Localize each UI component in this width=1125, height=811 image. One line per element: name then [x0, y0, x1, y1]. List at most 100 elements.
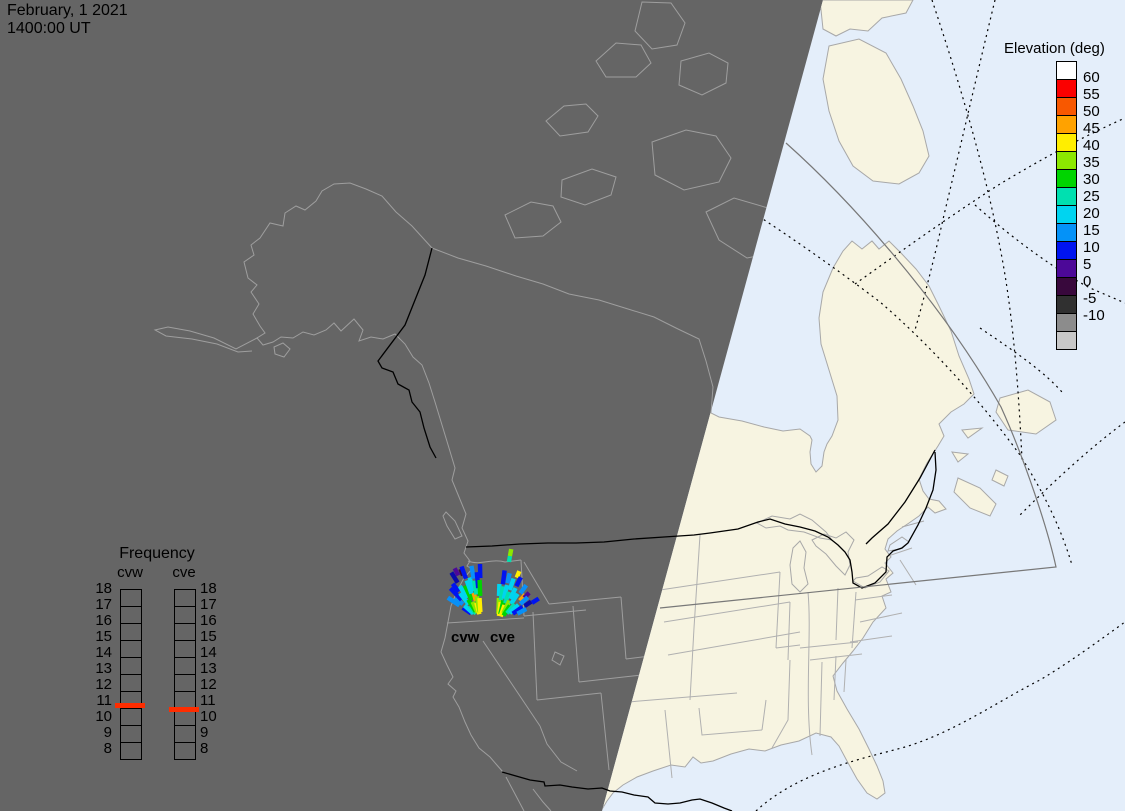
- date-text: February, 1 2021: [7, 2, 128, 19]
- colorbar-cell: [1056, 295, 1077, 314]
- beam-segment: [453, 596, 465, 606]
- elevation-legend-title: Elevation (deg): [1004, 40, 1105, 57]
- frequency-bar-cell: [120, 708, 142, 726]
- beam-segment: [507, 548, 514, 557]
- elevation-tick: 40: [1083, 137, 1100, 154]
- beam-segment: [508, 587, 518, 600]
- colorbar-cell: [1056, 115, 1077, 134]
- frequency-tick: 11: [96, 692, 112, 709]
- beam-segment: [516, 607, 528, 616]
- colorbar-cell: [1056, 313, 1077, 332]
- elevation-tick: 15: [1083, 222, 1100, 239]
- frequency-tick: 12: [95, 676, 112, 693]
- beam-segment: [503, 591, 512, 604]
- frequency-tick: 10: [200, 708, 217, 725]
- arctic-island-day: [819, 0, 914, 37]
- beam-segment: [457, 584, 470, 600]
- frequency-bar-cell: [174, 606, 196, 624]
- beam-segment: [506, 555, 513, 563]
- radar-label-cve: cve: [490, 629, 516, 646]
- colorbar-cell: [1056, 205, 1077, 224]
- frequency-tick: 10: [95, 708, 112, 725]
- frequency-tick: 14: [200, 644, 217, 661]
- elevation-colorbar: [1056, 61, 1077, 350]
- frequency-tick: 18: [95, 580, 112, 597]
- beam-segment: [508, 603, 520, 615]
- beam-segment: [511, 605, 524, 616]
- frequency-tick: 14: [95, 644, 112, 661]
- frequency-bar-cell: [120, 742, 142, 760]
- elevation-tick: 25: [1083, 188, 1100, 205]
- colorbar-cell: [1056, 97, 1077, 116]
- beam-segment: [505, 602, 517, 615]
- elevation-tick: 45: [1083, 120, 1100, 137]
- elevation-beam-fan: [446, 548, 540, 618]
- beam-segment: [450, 582, 461, 593]
- radar-fov-boundary: [659, 142, 1057, 609]
- beam-segment: [501, 584, 510, 600]
- frequency-bar-cell: [174, 657, 196, 675]
- colorbar-cell: [1056, 169, 1077, 188]
- beam-segment: [501, 599, 512, 615]
- frequency-bar: [174, 589, 196, 760]
- beam-segment: [518, 583, 528, 595]
- frequency-legend-title: Frequency: [119, 545, 195, 562]
- frequency-tick: 16: [95, 612, 112, 629]
- frequency-bar-cell: [120, 589, 142, 607]
- frequency-bar-cell: [120, 674, 142, 692]
- frequency-tick: 16: [200, 612, 217, 629]
- frequency-tick: 13: [95, 660, 112, 677]
- pei: [951, 451, 970, 463]
- beam-segment: [518, 595, 530, 606]
- nova-scotia: [953, 477, 997, 517]
- elevation-tick: 60: [1083, 69, 1100, 86]
- beam-segment: [477, 597, 483, 613]
- frequency-tick: 17: [95, 596, 112, 613]
- beam-segment: [449, 571, 460, 584]
- anticosti: [961, 427, 984, 439]
- colorbar-cell: [1056, 187, 1077, 206]
- colorbar-cell: [1056, 223, 1077, 242]
- beam-segment: [469, 565, 476, 579]
- cape-breton: [991, 469, 1009, 487]
- frequency-bar-cell: [120, 725, 142, 743]
- beam-segment: [514, 576, 523, 588]
- frequency-column-header: cve: [172, 564, 196, 581]
- frequency-tick: 8: [103, 740, 112, 757]
- frequency-tick: 13: [200, 660, 217, 677]
- beam-segment: [505, 572, 512, 584]
- country-borders: [377, 247, 937, 811]
- elevation-tick: 50: [1083, 103, 1100, 120]
- colorbar-cell: [1056, 61, 1077, 80]
- elevation-tick: 0: [1083, 273, 1092, 290]
- colorbar-cell: [1056, 79, 1077, 98]
- colorbar-cell: [1056, 277, 1077, 296]
- elevation-tick: -10: [1083, 307, 1105, 324]
- beam-segment: [509, 592, 520, 606]
- elevation-tick: -5: [1083, 290, 1097, 307]
- state-borders-day: [627, 534, 917, 779]
- frequency-bar-cell: [174, 589, 196, 607]
- frequency-bar-cell: [120, 657, 142, 675]
- newfoundland: [995, 389, 1057, 435]
- beam-segment: [452, 567, 461, 577]
- colorbar-cell: [1056, 151, 1077, 170]
- frequency-marker-cve: [169, 706, 199, 712]
- frequency-tick: 15: [95, 628, 112, 645]
- frequency-bar-cell: [120, 623, 142, 641]
- frequency-bar-cell: [174, 742, 196, 760]
- radar-label-cvw: cvw: [451, 629, 480, 646]
- colorbar-cell: [1056, 331, 1077, 350]
- beam-segment: [523, 599, 533, 608]
- elevation-tick: 10: [1083, 239, 1100, 256]
- colorbar-cell: [1056, 259, 1077, 278]
- beam-segment: [500, 570, 507, 585]
- colorbar-cell: [1056, 241, 1077, 260]
- frequency-tick: 17: [200, 596, 217, 613]
- beam-segment: [462, 584, 474, 601]
- frequency-bar-cell: [120, 606, 142, 624]
- time-text: 1400:00 UT: [7, 20, 91, 37]
- frequency-bar: [120, 589, 142, 760]
